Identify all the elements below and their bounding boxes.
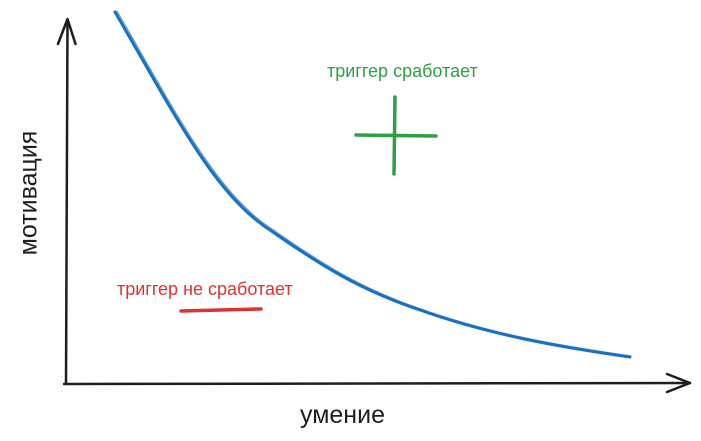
minus-symbol	[179, 307, 263, 313]
x-axis-arrowhead	[665, 372, 692, 394]
trigger-works-label: триггер сработает	[327, 61, 478, 81]
plus-symbol-vertical	[392, 95, 397, 176]
x-axis-label: умение	[300, 401, 385, 429]
trigger-fails-label: триггер не сработает	[117, 279, 293, 299]
x-axis-line	[62, 381, 692, 386]
y-axis-line	[64, 18, 69, 386]
boundary-curve	[113, 10, 632, 359]
y-axis-label: мотивация	[14, 130, 43, 256]
y-axis-arrowhead	[56, 17, 77, 46]
boundary-curve-sketch-stroke	[116, 10, 632, 357]
